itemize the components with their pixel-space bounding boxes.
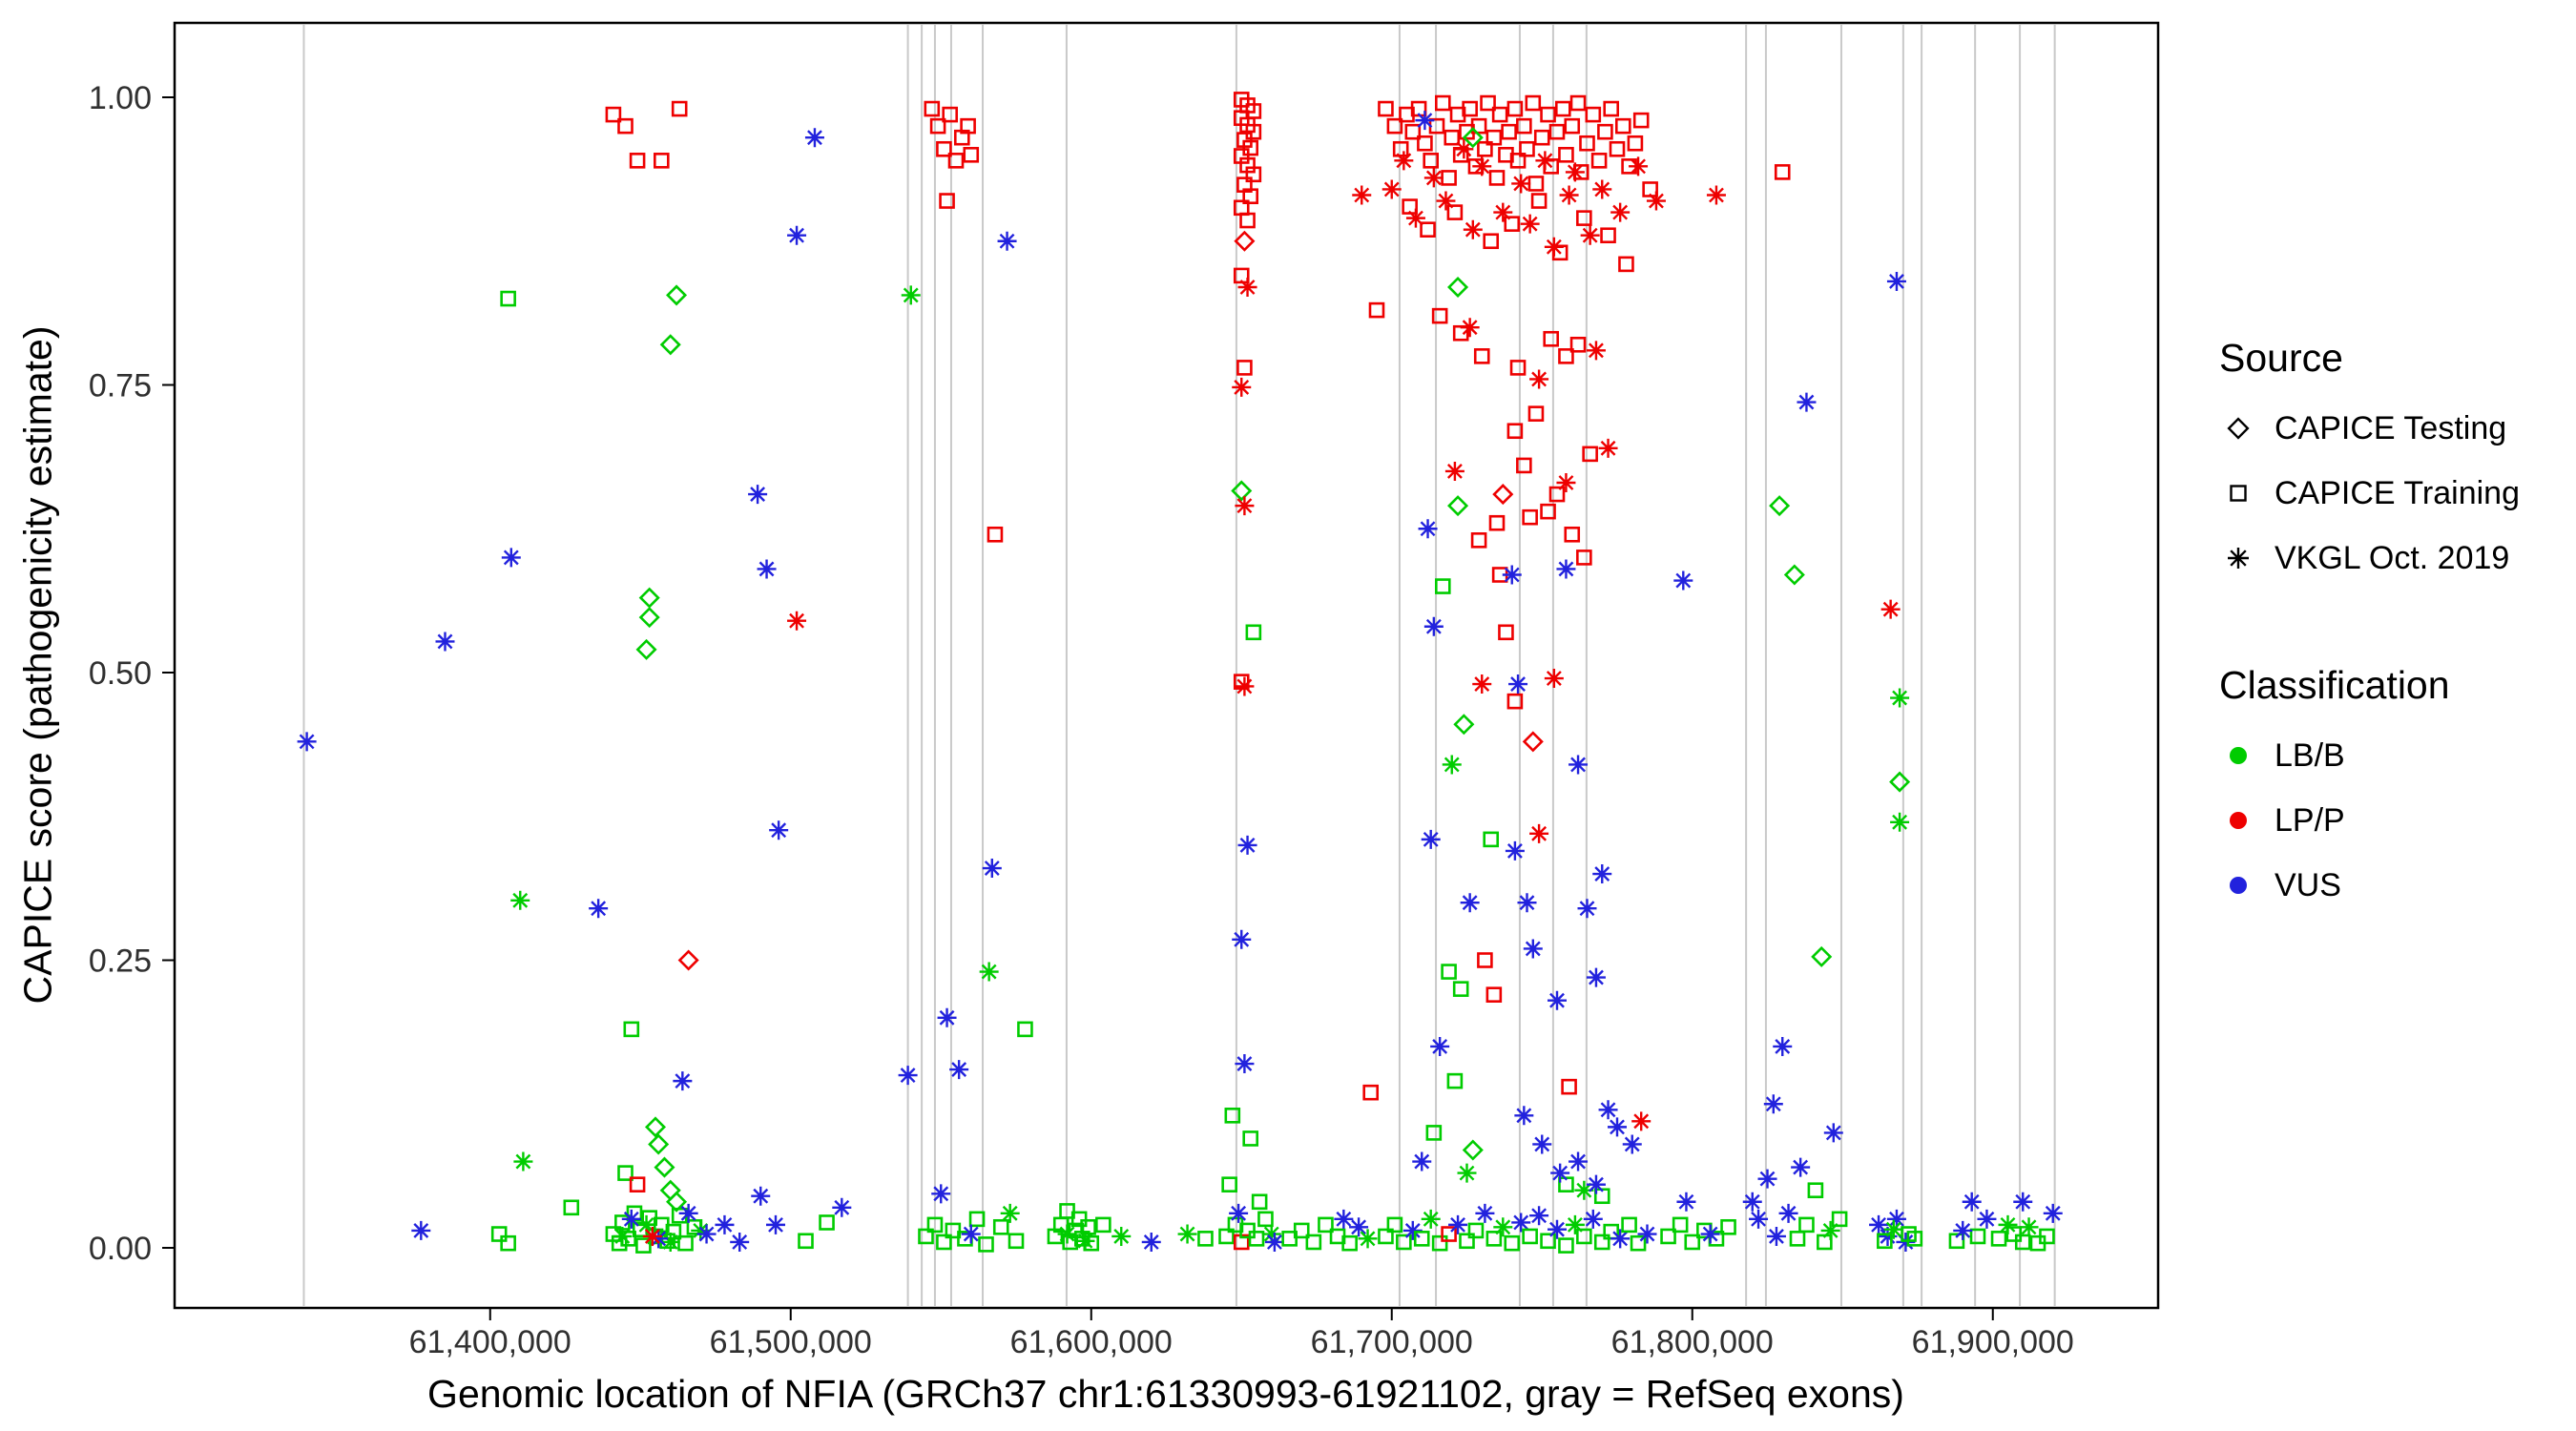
square-marker-icon <box>2230 485 2247 502</box>
legend-label-vkgl: VKGL Oct. 2019 <box>2275 539 2510 576</box>
svg-text:0.25: 0.25 <box>89 944 152 980</box>
legend-item-lbb: LB/B <box>2219 735 2520 777</box>
svg-text:1.00: 1.00 <box>89 80 152 116</box>
svg-text:61,500,000: 61,500,000 <box>710 1324 872 1360</box>
legend-classification-group: Classification LB/B LP/P VUS <box>2219 663 2520 929</box>
legend-source-title: Source <box>2219 336 2343 380</box>
lbb-dot-icon <box>2230 747 2247 764</box>
legend-classification-title: Classification <box>2219 663 2450 707</box>
legend-label-capice-training: CAPICE Training <box>2275 474 2520 511</box>
legend: Source CAPICE Testing CAPICE Training VK… <box>2219 336 2520 929</box>
legend-item-capice-testing: CAPICE Testing <box>2219 407 2520 449</box>
svg-text:61,900,000: 61,900,000 <box>1912 1324 2074 1360</box>
svg-text:61,600,000: 61,600,000 <box>1010 1324 1173 1360</box>
vus-dot-icon <box>2230 877 2247 894</box>
svg-text:0.00: 0.00 <box>89 1231 152 1267</box>
svg-text:0.50: 0.50 <box>89 655 152 692</box>
legend-label-lbb: LB/B <box>2275 736 2345 774</box>
svg-text:0.75: 0.75 <box>89 368 152 404</box>
y-axis-title: CAPICE score (pathogenicity estimate) <box>15 325 60 1005</box>
asterisk-marker-icon <box>2228 548 2249 569</box>
legend-label-vus: VUS <box>2275 866 2341 903</box>
legend-item-vkgl: VKGL Oct. 2019 <box>2219 537 2520 579</box>
svg-text:61,400,000: 61,400,000 <box>409 1324 571 1360</box>
legend-item-capice-training: CAPICE Training <box>2219 472 2520 514</box>
legend-item-lpp: LP/P <box>2219 799 2520 841</box>
lpp-dot-icon <box>2230 812 2247 829</box>
svg-text:61,700,000: 61,700,000 <box>1311 1324 1473 1360</box>
svg-text:61,800,000: 61,800,000 <box>1611 1324 1774 1360</box>
legend-label-capice-testing: CAPICE Testing <box>2275 409 2507 446</box>
legend-label-lpp: LP/P <box>2275 801 2345 839</box>
diamond-marker-icon <box>2227 417 2250 440</box>
legend-item-vus: VUS <box>2219 864 2520 906</box>
legend-source-group: Source CAPICE Testing CAPICE Training VK… <box>2219 336 2520 602</box>
x-axis-title: Genomic location of NFIA (GRCh37 chr1:61… <box>427 1372 1904 1416</box>
